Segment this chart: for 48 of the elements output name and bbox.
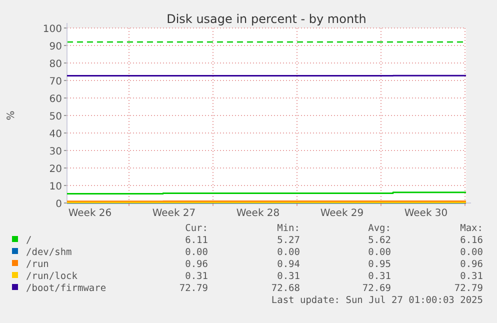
text: 0.96 <box>460 259 484 270</box>
y-axis-title: % <box>6 110 17 120</box>
y-tick-label: 20 <box>49 164 62 175</box>
y-tick-label: 80 <box>49 59 62 70</box>
chart-title: Disk usage in percent - by month <box>166 12 366 26</box>
legend-label: /dev/shm <box>26 247 72 258</box>
text: 72.69 <box>362 283 392 294</box>
text: Cur: <box>185 223 208 234</box>
text: 0.00 <box>368 247 392 258</box>
legend-label: /boot/firmware <box>26 283 106 294</box>
text: 0.31 <box>368 271 392 282</box>
text: 72.79 <box>179 283 208 294</box>
legend-label: / <box>26 235 32 246</box>
y-tick-label: 100 <box>42 24 62 35</box>
text: 5.27 <box>277 235 300 246</box>
text: 0.00 <box>460 247 484 258</box>
text: Max: <box>460 223 483 234</box>
y-tick-label: 70 <box>49 76 62 88</box>
text: 0.31 <box>185 271 208 282</box>
legend-label: /run <box>26 259 49 270</box>
text: 0.95 <box>368 259 391 270</box>
y-tick-label: 0 <box>56 199 62 210</box>
x-tick-label: Week 30 <box>404 208 448 219</box>
text: 72.68 <box>271 283 300 294</box>
text: 0.94 <box>277 259 300 270</box>
y-tick-label: 50 <box>49 112 62 122</box>
x-tick-label: Week 29 <box>320 208 364 219</box>
text: Avg: <box>368 223 391 234</box>
x-tick-label: Week 26 <box>68 208 112 219</box>
text: 0.00 <box>185 247 208 258</box>
legend-label: /run/lock <box>26 271 78 282</box>
y-tick-label: 90 <box>49 42 62 52</box>
y-tick-label: 40 <box>49 129 62 140</box>
text: 5.62 <box>368 235 391 246</box>
x-tick-label: Week 28 <box>236 208 280 219</box>
text: 0.31 <box>460 271 484 282</box>
text: 6.11 <box>185 235 208 246</box>
text: 72.79 <box>454 283 484 294</box>
text: 0.96 <box>185 259 208 270</box>
y-tick-label: 30 <box>49 146 62 158</box>
text: 0.00 <box>277 247 300 258</box>
text: 0.31 <box>277 271 300 282</box>
text: 6.16 <box>460 235 484 246</box>
x-tick-label: Week 27 <box>152 208 196 219</box>
y-tick-label: 60 <box>49 94 62 105</box>
text: Last update: Sun Jul 27 01:00:03 2025 <box>271 295 483 306</box>
text: Min: <box>277 223 300 234</box>
y-tick-label: 10 <box>49 182 62 192</box>
